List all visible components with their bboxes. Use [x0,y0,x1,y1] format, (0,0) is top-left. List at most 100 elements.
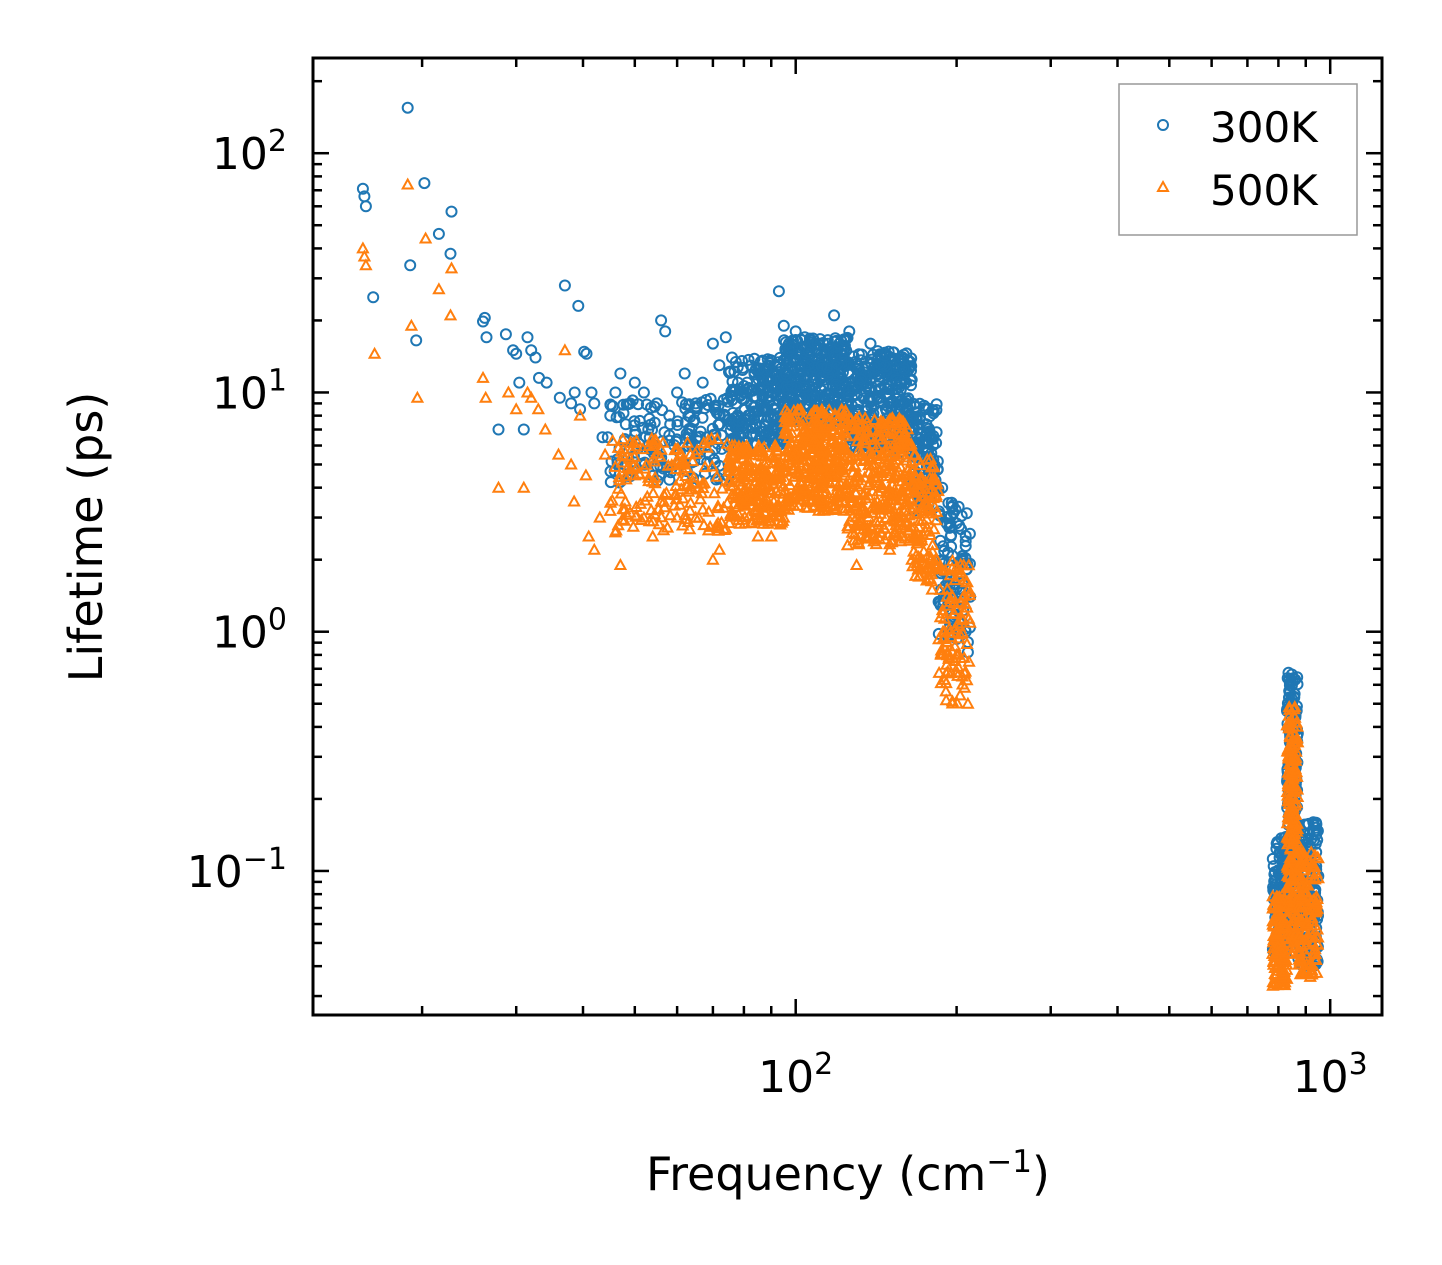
point-500k-23 [564,457,578,470]
point-500k-210 [667,498,681,511]
point-300k-1047 [866,391,879,403]
point-500k-1325 [953,627,967,640]
point-500k-400 [724,444,739,457]
point-500k-1457 [1277,964,1292,977]
point-500k-406 [761,455,776,468]
point-500k-161 [639,457,653,470]
point-500k-1255 [932,665,946,678]
point-500k-19 [531,402,545,415]
point-500k-1114 [898,425,912,438]
point-500k-1086 [852,517,866,530]
point-500k-60 [961,696,975,709]
point-500k-710 [777,459,791,472]
x-tick-label-1: 103 [1293,1047,1368,1103]
point-300k-180 [694,425,707,438]
point-500k-191 [652,517,666,530]
point-300k-1124 [893,354,906,367]
point-300k-798 [811,337,824,350]
point-300k-212 [683,422,696,435]
point-300k-43 [637,386,650,399]
point-500k-190 [676,463,690,476]
point-500k-1060 [888,505,902,518]
legend-label-500k: 500K [1210,166,1319,215]
point-500k-1192 [920,452,934,465]
point-500k-1224 [911,562,925,575]
point-500k-1118 [841,501,856,514]
point-300k-18 [513,376,526,389]
point-500k-424 [749,481,764,494]
point-300k-47 [659,325,672,338]
point-500k-759 [819,420,833,433]
point-500k-1211 [926,458,940,471]
point-300k-1077 [860,401,873,413]
point-500k-402 [762,482,776,495]
point-300k-767 [785,380,798,393]
point-500k-1105 [867,501,882,514]
point-500k-756 [812,420,826,433]
point-300k-1130 [855,373,868,386]
point-500k-607 [779,458,793,471]
point-500k-1299 [945,561,959,574]
point-500k-1296 [944,665,958,678]
point-500k-1274 [934,562,948,575]
point-500k-1283 [948,653,962,666]
legend-box [1118,83,1358,236]
point-500k-1097 [845,525,859,538]
point-500k-1075 [854,449,868,462]
point-500k-1320 [958,666,972,679]
legend-label-300k: 300K [1210,103,1319,152]
point-500k-1035 [862,465,876,478]
point-300k-145 [663,473,676,486]
point-500k-1790 [1291,868,1306,881]
point-500k-1133 [929,513,943,526]
point-500k-706 [794,483,808,496]
point-500k-214 [654,442,668,455]
point-500k-1292 [933,582,948,595]
point-500k-179 [678,508,692,521]
point-300k-33 [585,386,598,399]
point-500k-162 [615,448,630,461]
point-500k-105 [626,519,640,532]
point-500k-427 [724,467,739,480]
point-300k-27 [565,397,578,410]
point-500k-1100 [900,518,914,531]
point-500k-731 [805,417,820,430]
point-500k-438 [735,489,750,502]
point-500k-778 [792,492,807,505]
legend-marker-300k [1157,119,1169,131]
point-500k-12 [479,390,493,403]
point-500k-1387 [1271,959,1285,972]
point-500k-1340 [937,611,952,624]
point-300k-791 [793,360,806,373]
point-500k-201 [685,454,700,467]
point-300k-53 [696,376,709,389]
point-300k-1092 [891,388,904,401]
point-500k-785 [797,423,811,436]
point-500k-1653 [1282,860,1296,873]
point-500k-736 [826,433,840,446]
point-500k-29 [593,510,607,523]
point-300k-438 [755,403,768,416]
axis-tick-labels: 102 103 102 101 100 10−1 [187,124,1368,1103]
point-300k-1135 [871,345,884,358]
point-300k-1245 [930,404,943,416]
point-500k-217 [669,478,683,491]
point-300k-31 [578,345,591,358]
point-500k-1642 [1290,796,1304,809]
point-500k-144 [710,432,724,445]
point-300k-413 [759,430,772,443]
point-300k-814 [839,334,851,347]
point-500k-21 [551,447,566,460]
point-500k-135 [644,503,658,516]
point-500k-4 [401,177,415,190]
point-500k-17 [520,385,535,398]
point-500k-751 [816,455,831,468]
point-500k-213 [661,458,675,471]
point-500k-431 [762,510,777,523]
point-500k-1 [357,249,372,262]
point-500k-798 [778,493,793,506]
point-300k-1809 [1310,824,1323,837]
point-500k-1750 [1292,929,1306,942]
point-300k-50 [678,367,691,380]
point-500k-796 [785,419,799,432]
